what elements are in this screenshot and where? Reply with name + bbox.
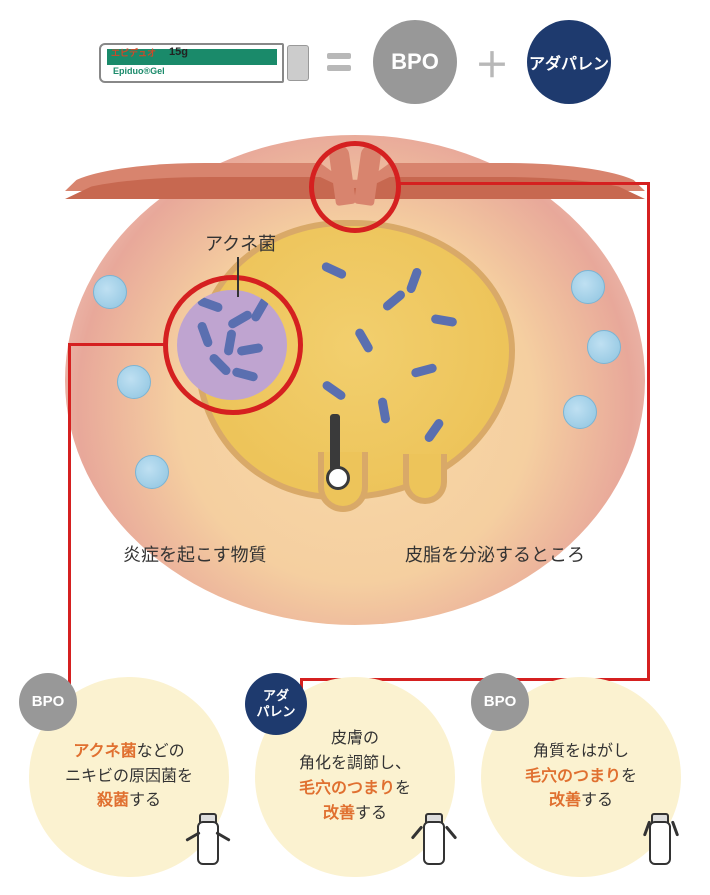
bacteria-icon (320, 261, 347, 280)
tube-brand-en: Epiduo®Gel (113, 66, 165, 76)
plus-icon: ＋ (475, 38, 509, 87)
bacteria-icon (423, 417, 445, 443)
hair-icon (330, 414, 340, 484)
mascot-icon (633, 813, 693, 883)
label-inflammation: 炎症を起こす物質 (123, 541, 267, 567)
bacteria-icon (381, 289, 407, 313)
effects-row: BPO アクネ菌などの ニキビの原因菌を 殺菌する アダ パレン 皮膚の 角化を… (0, 677, 710, 877)
tube-brand-jp: エピデュオ (111, 46, 156, 59)
effect-bubble-peel: BPO 角質をはがし 毛穴のつまりを 改善する (481, 677, 681, 877)
skin-diagram: アクネ菌 炎症を起こす物質 皮脂を分泌するところ (65, 135, 645, 625)
label-sebum: 皮脂を分泌するところ (405, 541, 585, 567)
bpo-mini-badge: BPO (19, 673, 77, 731)
label-bacteria: アクネ菌 (205, 230, 276, 256)
bacteria-icon (410, 363, 437, 378)
bacteria-icon (430, 314, 457, 327)
sebaceous-gland (403, 454, 447, 504)
immune-cell-icon (571, 270, 605, 304)
bacteria-highlight-ring (163, 275, 303, 415)
immune-cell-icon (563, 395, 597, 429)
bacteria-icon (321, 379, 347, 401)
adapalene-label: アダパレン (529, 50, 609, 74)
tube-cap (287, 45, 309, 81)
pore-highlight-ring (309, 141, 401, 233)
equals-icon (327, 48, 355, 76)
bpo-mini-badge: BPO (471, 673, 529, 731)
immune-cell-icon (587, 330, 621, 364)
bpo-label: BPO (391, 49, 439, 75)
label-line (237, 257, 239, 297)
adapalene-badge: アダパレン (527, 20, 611, 104)
immune-cell-icon (93, 275, 127, 309)
effect-bubble-keratin: アダ パレン 皮膚の 角化を調節し、 毛穴のつまりを 改善する (255, 677, 455, 877)
immune-cell-icon (135, 455, 169, 489)
tube-weight: 15g (169, 46, 188, 58)
formula-row: エピデュオ 15g Epiduo®Gel BPO ＋ アダパレン (0, 20, 710, 104)
effect-text: アクネ菌などの ニキビの原因菌を 殺菌する (65, 740, 193, 814)
connector-line (68, 345, 71, 710)
effect-bubble-kill-bacteria: BPO アクネ菌などの ニキビの原因菌を 殺菌する (29, 677, 229, 877)
ada-mini-badge: アダ パレン (245, 673, 307, 735)
bacteria-icon (405, 267, 422, 295)
effect-text: 角質をはがし 毛穴のつまりを 改善する (525, 740, 637, 814)
mascot-icon (181, 813, 241, 883)
effect-text: 皮膚の 角化を調節し、 毛穴のつまりを 改善する (299, 727, 411, 826)
connector-line (400, 182, 650, 185)
connector-line (647, 182, 650, 680)
mascot-icon (407, 813, 467, 883)
bacteria-icon (354, 327, 375, 354)
bpo-badge: BPO (373, 20, 457, 104)
bacteria-icon (377, 397, 390, 424)
connector-line (68, 343, 168, 346)
immune-cell-icon (117, 365, 151, 399)
product-tube: エピデュオ 15g Epiduo®Gel (99, 35, 309, 90)
